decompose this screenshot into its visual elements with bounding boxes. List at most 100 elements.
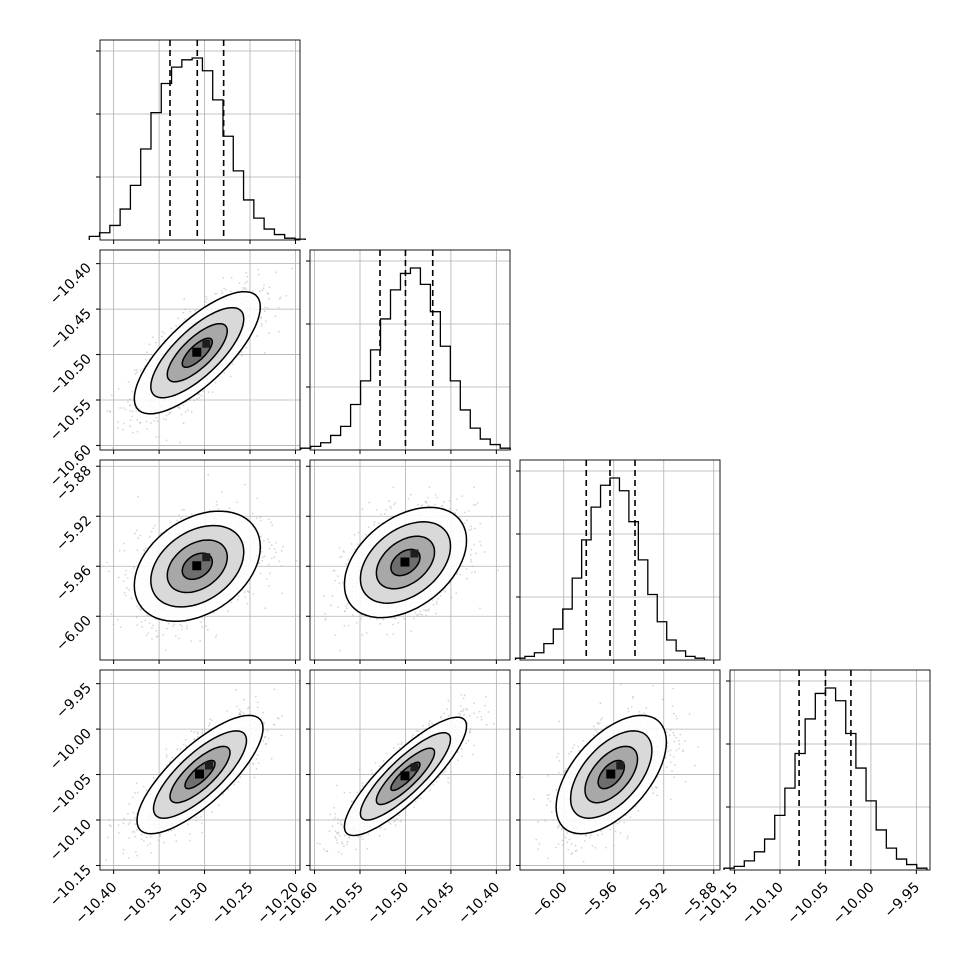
panel-frame (310, 250, 510, 450)
sample-point (274, 556, 276, 558)
sample-point (126, 587, 128, 589)
sample-point (123, 423, 125, 425)
sample-point (134, 817, 136, 819)
sample-point (239, 709, 241, 711)
sample-point (163, 418, 165, 420)
sample-point (134, 369, 136, 371)
sample-point (280, 565, 282, 567)
sample-point (201, 832, 203, 834)
sample-point (156, 636, 158, 638)
density-peak (192, 561, 201, 570)
sample-point (181, 629, 183, 631)
sample-point (281, 550, 283, 552)
density-peak (410, 550, 418, 558)
sample-point (427, 497, 429, 499)
sample-point (474, 571, 476, 573)
sample-point (264, 352, 266, 354)
sample-point (339, 547, 341, 549)
sample-point (145, 635, 147, 637)
sample-point (436, 603, 438, 605)
sample-point (345, 605, 347, 607)
sample-point (241, 355, 243, 357)
sample-point (189, 840, 191, 842)
sample-point (131, 597, 133, 599)
sample-point (426, 502, 428, 504)
marginal-panel-0 (89, 40, 305, 244)
sample-point (183, 298, 185, 300)
sample-point (266, 578, 268, 580)
sample-point (129, 425, 131, 427)
sample-point (456, 574, 458, 576)
panel-content (105, 680, 308, 861)
sample-point (471, 528, 473, 530)
sample-point (373, 524, 375, 526)
sample-point (397, 622, 399, 624)
sample-point (417, 504, 419, 506)
sample-point (343, 550, 345, 552)
sample-point (264, 306, 266, 308)
sample-point (479, 541, 481, 543)
sample-point (394, 502, 396, 504)
sample-point (344, 625, 346, 627)
sample-point (348, 559, 350, 561)
sample-point (199, 640, 201, 642)
sample-point (218, 508, 220, 510)
sample-point (408, 498, 410, 500)
sample-point (97, 633, 99, 635)
sample-point (117, 619, 119, 621)
sample-point (491, 516, 493, 518)
sample-point (261, 551, 263, 553)
sample-point (161, 336, 163, 338)
sample-point (270, 521, 272, 523)
sample-point (449, 500, 451, 502)
sample-point (146, 421, 148, 423)
sample-point (264, 555, 266, 557)
sample-point (128, 450, 130, 452)
sample-point (137, 431, 139, 433)
sample-point (123, 580, 125, 582)
sample-point (209, 723, 211, 725)
sample-point (279, 298, 281, 300)
sample-point (158, 436, 160, 438)
sample-point (157, 420, 159, 422)
sample-point (268, 564, 270, 566)
sample-point (189, 311, 191, 313)
sample-point (244, 282, 246, 284)
sample-point (428, 505, 430, 507)
sample-point (246, 347, 248, 349)
panel-content (95, 474, 297, 651)
sample-point (268, 519, 270, 521)
sample-point (163, 634, 165, 636)
panel-frame (730, 670, 930, 870)
sample-point (274, 548, 276, 550)
sample-point (136, 782, 138, 784)
sample-point (383, 619, 385, 621)
sample-point (339, 582, 341, 584)
sample-point (262, 712, 264, 714)
sample-point (267, 307, 269, 309)
sample-point (230, 291, 232, 293)
sample-point (166, 440, 168, 442)
sample-point (155, 417, 157, 419)
sample-point (392, 633, 394, 635)
marginal-panel-1 (301, 250, 510, 454)
sample-point (152, 336, 154, 338)
sample-point (205, 296, 207, 298)
sample-point (155, 342, 157, 344)
density-peak (192, 348, 201, 357)
sample-point (341, 556, 343, 558)
sample-point (368, 526, 370, 528)
sample-point (254, 777, 256, 779)
sample-point (136, 372, 138, 374)
sample-point (323, 595, 325, 597)
sample-point (247, 276, 249, 278)
sample-point (395, 618, 397, 620)
sample-point (136, 855, 138, 857)
sample-point (191, 411, 193, 413)
sample-point (365, 534, 367, 536)
sample-point (269, 572, 271, 574)
sample-point (246, 603, 248, 605)
sample-point (207, 474, 209, 476)
sample-point (238, 595, 240, 597)
sample-point (456, 498, 458, 500)
